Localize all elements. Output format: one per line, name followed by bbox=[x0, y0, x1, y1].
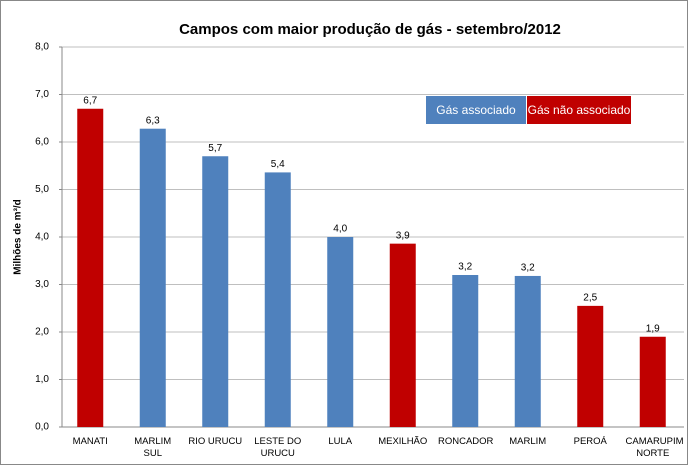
bar bbox=[264, 172, 291, 427]
value-label: 4,0 bbox=[333, 224, 347, 235]
y-tick-label: 7,0 bbox=[35, 89, 49, 100]
y-tick-label: 5,0 bbox=[35, 184, 49, 195]
bar bbox=[639, 336, 666, 427]
value-label: 3,9 bbox=[396, 230, 410, 241]
value-label: 1,9 bbox=[646, 323, 660, 334]
value-label: 5,7 bbox=[208, 143, 222, 154]
bar bbox=[139, 128, 166, 427]
y-tick-label: 6,0 bbox=[35, 137, 49, 148]
x-tick-label: MEXILHÃO bbox=[378, 436, 428, 447]
value-label: 6,7 bbox=[83, 95, 97, 106]
x-tick-label: PEROÁ bbox=[573, 436, 607, 447]
x-tick-label: RONCADOR bbox=[438, 436, 494, 447]
x-tick-label: LULA bbox=[328, 436, 353, 447]
y-tick-label: 1,0 bbox=[35, 374, 49, 385]
value-label: 5,4 bbox=[271, 159, 285, 170]
value-label: 6,3 bbox=[146, 115, 160, 126]
bar bbox=[452, 275, 479, 427]
x-tick-label: LESTE DO URUCU bbox=[254, 436, 302, 459]
y-tick-label: 3,0 bbox=[35, 279, 49, 290]
bar bbox=[77, 108, 104, 427]
value-label: 2,5 bbox=[583, 293, 597, 304]
y-tick-label: 4,0 bbox=[35, 232, 49, 243]
bar bbox=[577, 305, 604, 427]
value-label: 3,2 bbox=[521, 263, 535, 274]
bar bbox=[514, 275, 541, 427]
legend-entry: Gás não associado bbox=[527, 96, 631, 124]
x-tick-label: MARLIM bbox=[509, 436, 547, 447]
x-tick-label: MARLIM SUL bbox=[134, 436, 172, 459]
x-tick-label: CAMARUPIM NORTE bbox=[625, 436, 684, 459]
bar bbox=[389, 243, 416, 427]
y-tick-label: 2,0 bbox=[35, 327, 49, 338]
x-tick-label: RIO URUCU bbox=[188, 436, 243, 447]
value-label: 3,2 bbox=[458, 262, 472, 273]
y-tick-label: 8,0 bbox=[35, 42, 49, 53]
bar bbox=[202, 156, 229, 427]
bar bbox=[327, 237, 354, 427]
y-axis-label: Milhões de m³/d bbox=[13, 199, 24, 275]
legend-entry: Gás associado bbox=[426, 96, 526, 124]
y-tick-label: 0,0 bbox=[35, 422, 49, 433]
x-tick-label: MANATI bbox=[72, 436, 108, 447]
chart-title: Campos com maior produção de gás - setem… bbox=[179, 21, 561, 38]
